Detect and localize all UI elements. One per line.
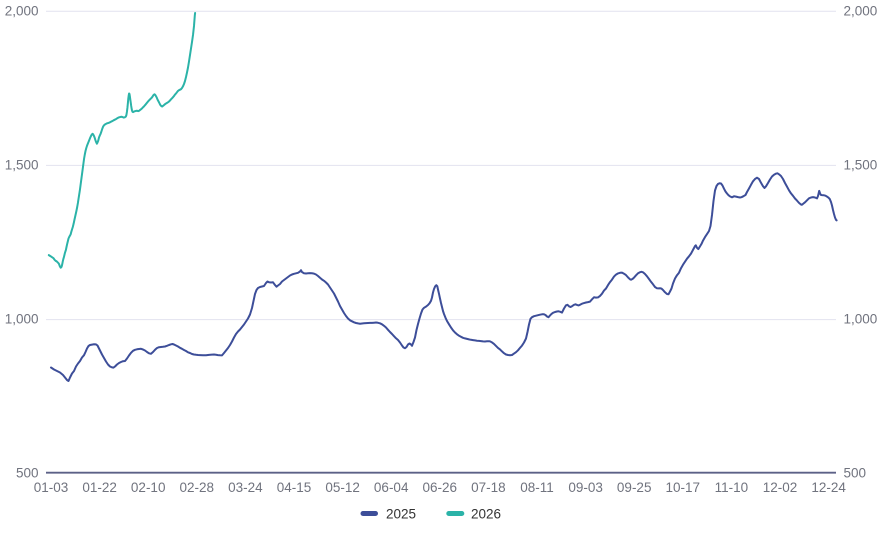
- svg-text:08-11: 08-11: [520, 480, 554, 495]
- svg-text:05-12: 05-12: [325, 480, 360, 495]
- svg-text:06-26: 06-26: [423, 480, 458, 495]
- svg-text:2,000: 2,000: [5, 3, 39, 18]
- svg-text:03-24: 03-24: [228, 480, 263, 495]
- svg-text:12-02: 12-02: [763, 480, 798, 495]
- svg-text:02-10: 02-10: [131, 480, 166, 495]
- svg-text:2026: 2026: [471, 507, 501, 522]
- svg-text:07-18: 07-18: [471, 480, 506, 495]
- svg-text:02-28: 02-28: [180, 480, 215, 495]
- svg-text:500: 500: [16, 466, 39, 481]
- svg-text:2025: 2025: [386, 507, 416, 522]
- svg-text:09-25: 09-25: [617, 480, 652, 495]
- svg-text:10-17: 10-17: [666, 480, 701, 495]
- svg-text:2,000: 2,000: [844, 3, 878, 18]
- svg-text:1,500: 1,500: [5, 157, 39, 172]
- svg-text:1,000: 1,000: [844, 312, 878, 327]
- svg-text:04-15: 04-15: [277, 480, 312, 495]
- svg-text:01-22: 01-22: [82, 480, 117, 495]
- svg-text:1,000: 1,000: [5, 312, 39, 327]
- svg-text:09-03: 09-03: [568, 480, 603, 495]
- svg-text:1,500: 1,500: [844, 157, 878, 172]
- svg-text:01-03: 01-03: [34, 480, 69, 495]
- svg-text:500: 500: [844, 466, 867, 481]
- svg-text:12-24: 12-24: [811, 480, 846, 495]
- svg-text:11-10: 11-10: [715, 480, 749, 495]
- svg-text:06-04: 06-04: [374, 480, 409, 495]
